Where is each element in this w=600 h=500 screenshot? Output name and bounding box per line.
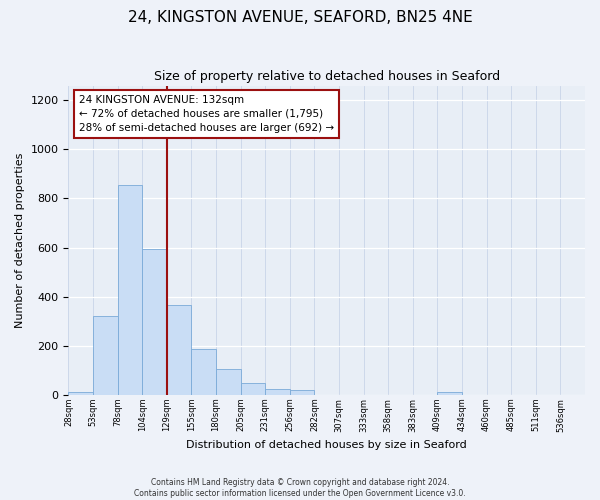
Y-axis label: Number of detached properties: Number of detached properties xyxy=(15,152,25,328)
Bar xyxy=(191,350,216,395)
Bar xyxy=(265,390,290,395)
Bar xyxy=(68,392,93,395)
X-axis label: Distribution of detached houses by size in Seaford: Distribution of detached houses by size … xyxy=(187,440,467,450)
Text: 24, KINGSTON AVENUE, SEAFORD, BN25 4NE: 24, KINGSTON AVENUE, SEAFORD, BN25 4NE xyxy=(128,10,472,25)
Bar xyxy=(118,185,142,395)
Bar xyxy=(241,384,265,395)
Text: Contains HM Land Registry data © Crown copyright and database right 2024.
Contai: Contains HM Land Registry data © Crown c… xyxy=(134,478,466,498)
Text: 24 KINGSTON AVENUE: 132sqm
← 72% of detached houses are smaller (1,795)
28% of s: 24 KINGSTON AVENUE: 132sqm ← 72% of deta… xyxy=(79,95,334,133)
Bar xyxy=(142,249,167,395)
Bar xyxy=(93,316,118,395)
Bar xyxy=(216,369,241,395)
Bar xyxy=(437,392,462,395)
Bar xyxy=(290,390,314,395)
Bar xyxy=(167,306,191,395)
Title: Size of property relative to detached houses in Seaford: Size of property relative to detached ho… xyxy=(154,70,500,83)
